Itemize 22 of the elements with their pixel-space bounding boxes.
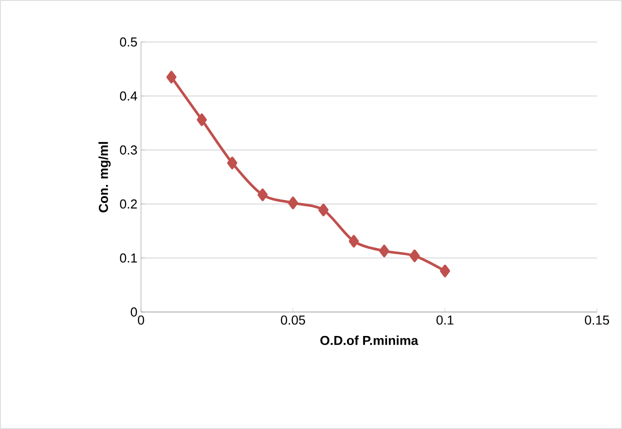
point (166, 70, 176, 84)
y-axis-title: Con. mg/ml (98, 142, 111, 212)
y-tick-label: 0 (130, 307, 137, 317)
point (258, 188, 268, 202)
point (379, 244, 390, 258)
x-tick-label: 0.1 (436, 316, 454, 325)
x-tick-label: 0.15 (584, 316, 610, 325)
point (318, 204, 328, 216)
x-axis-title: O.D.of P.minima (320, 336, 418, 346)
y-tick-label: 0.3 (120, 145, 137, 155)
x-tick-label: 0.05 (280, 316, 306, 325)
point (410, 250, 420, 262)
y-tick-label: 0.4 (120, 91, 138, 101)
point (196, 113, 207, 126)
x-tick-label: 0 (138, 316, 144, 325)
point (440, 264, 450, 278)
y-tick-label: 0.1 (120, 253, 137, 263)
point (288, 196, 298, 210)
y-tick-label: 0.5 (120, 37, 137, 47)
point (227, 156, 238, 170)
point (348, 234, 359, 248)
y-tick-label: 0.2 (120, 199, 137, 209)
